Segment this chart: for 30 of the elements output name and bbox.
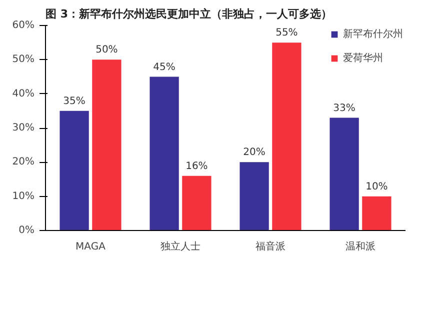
data-label: 16% [186,160,208,172]
y-tick-label: 30% [12,122,35,134]
bar [362,196,392,230]
chart-title: 图 3：新罕布什尔州选民更加中立（非独占，一人可多选） [46,8,332,20]
bar [330,118,359,230]
y-tick-label: 40% [12,88,35,100]
data-label: 45% [153,62,176,73]
y-tick-label: 60% [12,20,35,31]
bar [150,76,179,230]
y-tick-label: 20% [12,156,35,168]
y-tick-label: 10% [12,190,35,202]
x-tick-label: 福音派 [256,240,286,252]
data-label: 35% [63,96,86,107]
bar [240,162,269,230]
legend-label: 新罕布什尔州 [343,28,403,41]
x-tick-label: 独立人士 [160,240,200,252]
bar [60,110,89,230]
bar [182,176,212,230]
x-tick-label: 温和派 [346,240,376,252]
bar [272,42,302,230]
legend-label: 爱荷华州 [343,52,383,65]
y-tick-label: 50% [12,54,35,66]
data-label: 50% [96,44,118,56]
data-label: 33% [333,102,356,114]
data-label: 10% [366,181,388,192]
data-label: 55% [276,28,298,39]
x-tick-label: MAGA [76,242,106,252]
bar [92,60,122,230]
data-label: 20% [243,147,266,158]
y-tick-label: 0% [18,225,35,236]
